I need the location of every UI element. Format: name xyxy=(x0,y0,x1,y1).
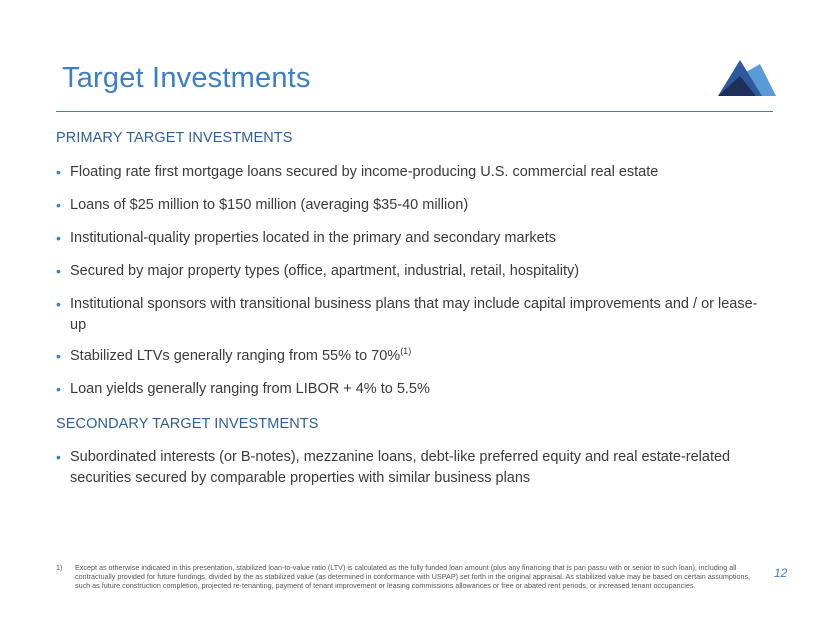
primary-bullet: • Loan yields generally ranging from LIB… xyxy=(56,379,771,400)
bullet-dot: • xyxy=(56,381,61,397)
bullet-text: Subordinated interests (or B-notes), mez… xyxy=(70,449,731,486)
footnote-text: Except as otherwise indicated in this pr… xyxy=(75,563,751,591)
bullet-dot: • xyxy=(56,263,61,279)
title-divider xyxy=(56,111,773,112)
primary-bullet: • Institutional-quality properties locat… xyxy=(56,228,771,249)
page-number: 12 xyxy=(774,566,788,580)
bullet-dot: • xyxy=(56,230,61,246)
page-title: Target Investments xyxy=(62,62,311,94)
mountain-logo xyxy=(718,60,776,96)
primary-bullet: • Loans of $25 million to $150 million (… xyxy=(56,195,771,216)
bullet-text-ltv: Stabilized LTVs generally ranging from 5… xyxy=(70,346,771,367)
primary-bullet: • Secured by major property types (offic… xyxy=(56,261,771,282)
logo-dark-peak xyxy=(718,76,756,96)
footnote-marker: (1) xyxy=(400,346,412,357)
bullet-text: Secured by major property types (office,… xyxy=(70,263,580,279)
footnote-number: 1) xyxy=(56,563,63,572)
primary-heading: PRIMARY TARGET INVESTMENTS xyxy=(56,130,293,146)
secondary-heading: SECONDARY TARGET INVESTMENTS xyxy=(56,416,319,432)
bullet-dot: • xyxy=(56,449,61,465)
bullet-dot: • xyxy=(56,197,61,213)
bullet-text: Institutional sponsors with transitional… xyxy=(70,296,758,333)
bullet-text: Loans of $25 million to $150 million (av… xyxy=(70,197,469,213)
primary-bullet: • Stabilized LTVs generally ranging from… xyxy=(56,346,771,367)
bullet-dot: • xyxy=(56,164,61,180)
secondary-bullet: • Subordinated interests (or B-notes), m… xyxy=(56,447,771,489)
bullet-dot: • xyxy=(56,348,61,364)
bullet-text: Institutional-quality properties located… xyxy=(70,230,556,246)
footnote: 1) Except as otherwise indicated in this… xyxy=(56,563,756,591)
primary-bullet: • Institutional sponsors with transition… xyxy=(56,294,771,336)
primary-bullet: • Floating rate first mortgage loans sec… xyxy=(56,162,771,183)
ltv-text: Stabilized LTVs generally ranging from 5… xyxy=(70,348,401,364)
bullet-text: Floating rate first mortgage loans secur… xyxy=(70,164,659,180)
bullet-text: Loan yields generally ranging from LIBOR… xyxy=(70,381,430,397)
bullet-dot: • xyxy=(56,296,61,312)
